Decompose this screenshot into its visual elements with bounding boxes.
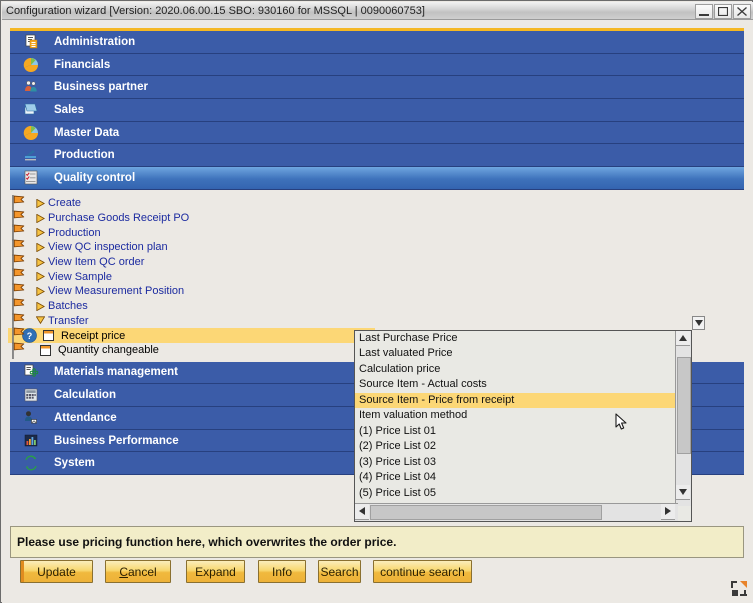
svg-text:?: ?: [27, 331, 33, 341]
